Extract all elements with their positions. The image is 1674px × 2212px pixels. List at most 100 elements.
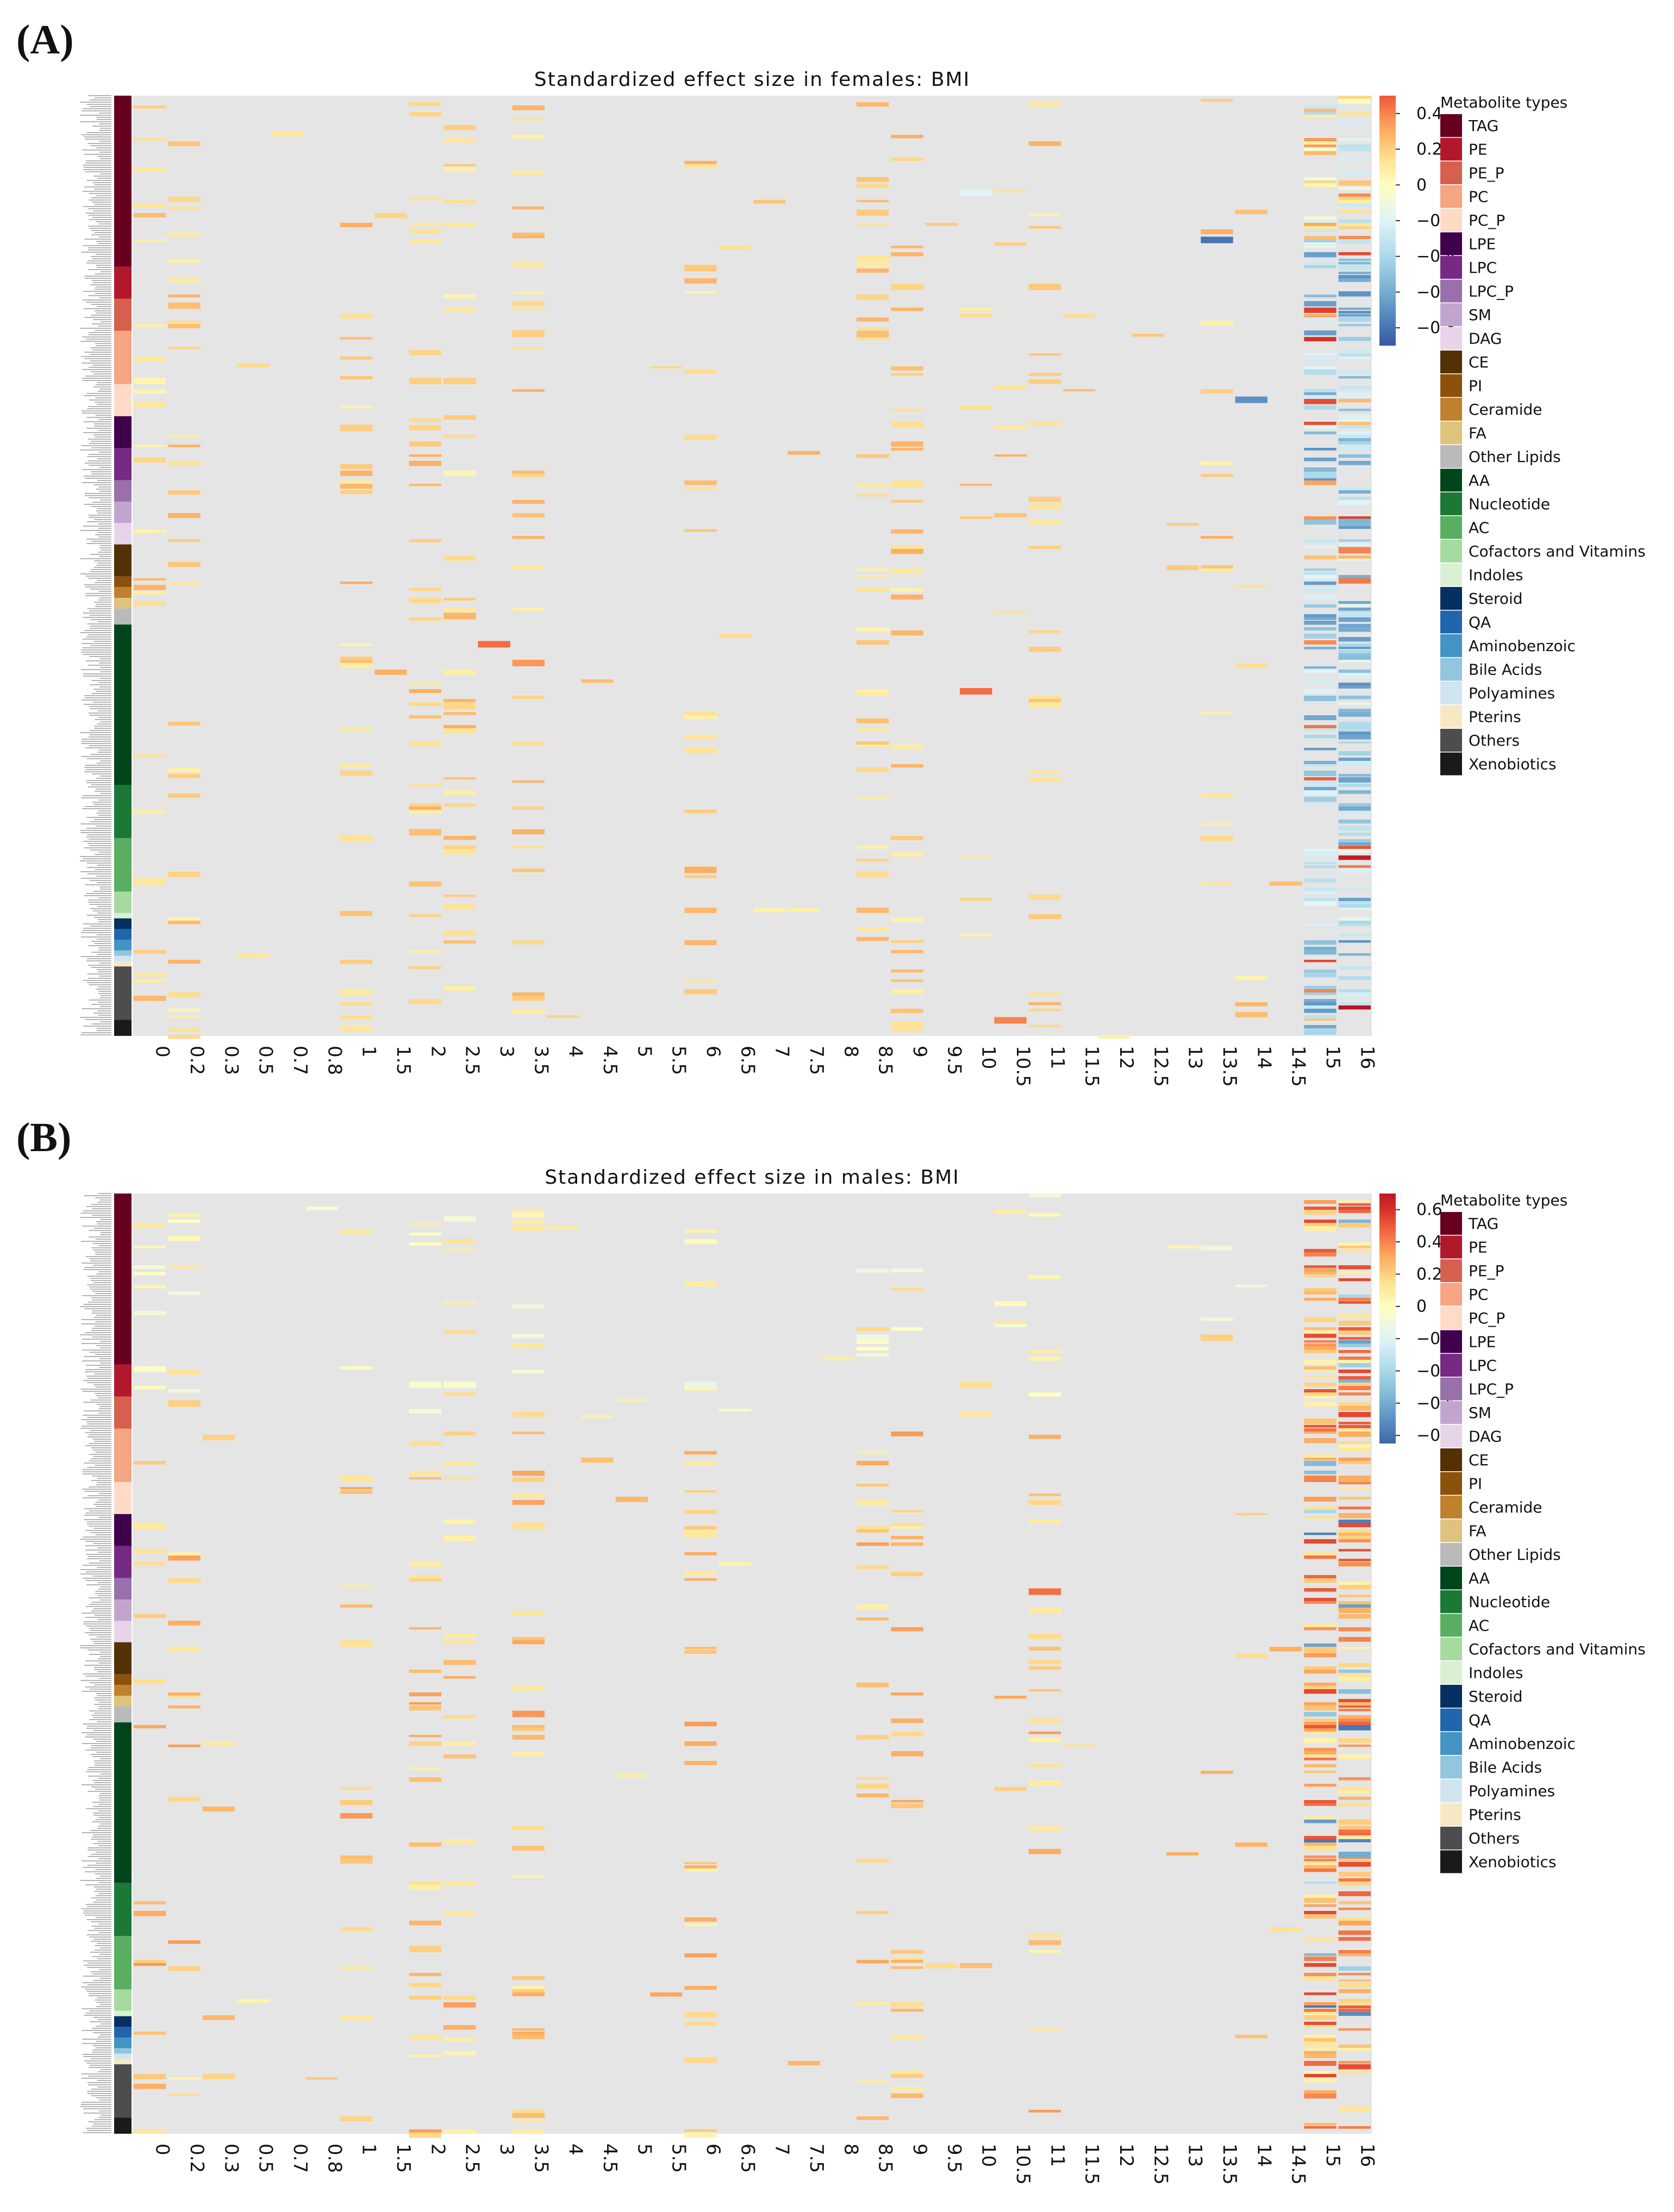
heatmap-cell <box>1028 895 1061 900</box>
heatmap-cell <box>444 1239 476 1244</box>
heatmap-cell <box>444 940 476 944</box>
heatmap-cell <box>168 1692 201 1697</box>
heatmap-cell <box>1338 660 1371 663</box>
heatmap-cell <box>1338 1220 1371 1224</box>
heatmap-cell <box>1338 624 1371 629</box>
heatmap-cell <box>857 223 889 226</box>
legend-label: AA <box>1469 472 1490 490</box>
x-tick-label: 9 <box>909 1046 930 1058</box>
chart-title: Standardized effect size in females: BMI <box>534 68 970 91</box>
heatmap-cell <box>1338 200 1371 204</box>
heatmap-cell <box>1028 647 1061 652</box>
heatmap-cell <box>891 1966 923 1969</box>
heatmap-cell <box>202 1435 235 1440</box>
heatmap-cell <box>1338 1402 1371 1405</box>
heatmap-cell <box>960 314 992 317</box>
heatmap-cell <box>1338 1461 1371 1465</box>
heatmap-cell <box>1304 1686 1336 1691</box>
heatmap-cell <box>1304 1510 1336 1514</box>
heatmap-cell <box>409 1575 441 1578</box>
heatmap-cell <box>1338 1891 1371 1896</box>
heatmap-cell <box>1338 415 1371 418</box>
heatmap-cell <box>684 866 717 873</box>
heatmap-cell <box>168 197 201 202</box>
heatmap-cell <box>444 702 476 706</box>
heatmap-cell <box>1235 976 1267 980</box>
heatmap-cell <box>168 1035 201 1039</box>
heatmap-cell <box>1338 924 1371 927</box>
heatmap-cell <box>409 223 441 227</box>
heatmap-cell <box>1304 477 1336 481</box>
heatmap-cell <box>1304 1937 1336 1941</box>
heatmap-cell <box>134 203 166 208</box>
heatmap-cell <box>134 1963 166 1966</box>
heatmap-cell <box>1338 1604 1371 1609</box>
heatmap-cell <box>374 670 407 675</box>
heatmap-cell <box>1338 898 1371 903</box>
heatmap-cell <box>891 1526 923 1529</box>
heatmap-cell <box>512 1220 545 1224</box>
heatmap-cell <box>340 1490 373 1494</box>
heatmap-cell <box>1338 976 1371 980</box>
heatmap-cell <box>1028 2028 1061 2031</box>
heatmap-cell <box>512 308 545 310</box>
heatmap-cell <box>512 1494 545 1498</box>
heatmap-cell <box>1304 1904 1336 1907</box>
heatmap-cell <box>512 2110 545 2115</box>
heatmap-cell <box>1338 1699 1371 1704</box>
x-tick-label: 0.3 <box>220 1046 242 1075</box>
heatmap-cell <box>1304 1719 1336 1723</box>
heatmap-cell <box>409 378 441 384</box>
heatmap-cell <box>857 327 889 330</box>
heatmap-cell <box>857 1526 889 1529</box>
heatmap-cell <box>1304 1914 1336 1919</box>
heatmap-cell <box>512 1986 545 1990</box>
heatmap-cell <box>857 1347 889 1351</box>
heatmap-cell <box>684 1986 717 1990</box>
heatmap-cell <box>1304 1725 1336 1730</box>
heatmap-cell <box>1338 1953 1371 1957</box>
heatmap-cell <box>857 2116 889 2120</box>
heatmap-cell <box>1338 236 1371 240</box>
heatmap-cell <box>409 1692 441 1697</box>
heatmap-cell <box>1304 604 1336 608</box>
heatmap-cell <box>891 1960 923 1963</box>
heatmap-cell <box>444 223 476 227</box>
heatmap-cell <box>409 1477 441 1480</box>
heatmap-cell <box>891 630 923 636</box>
heatmap-cell <box>1270 1647 1302 1652</box>
legend-swatch <box>1440 279 1462 303</box>
heatmap-cell <box>891 1288 923 1291</box>
heatmap-cell <box>444 1640 476 1644</box>
x-tick-label: 6.5 <box>736 1046 758 1075</box>
legend-swatch <box>1440 1638 1462 1660</box>
heatmap-cell <box>1338 1533 1371 1537</box>
heatmap-cell <box>1338 555 1371 559</box>
heatmap-cell <box>1304 1705 1336 1711</box>
heatmap-cell <box>1304 422 1336 427</box>
heatmap-cell <box>1304 1428 1336 1433</box>
heatmap-cell <box>1338 138 1371 141</box>
heatmap-cell <box>891 1432 923 1436</box>
heatmap-cell <box>1304 109 1336 113</box>
heatmap-cell <box>1338 1702 1371 1708</box>
heatmap-cell <box>684 1869 717 1872</box>
heatmap-cell <box>340 663 373 668</box>
legend-label: Xenobiotics <box>1469 1853 1556 1871</box>
heatmap-cell <box>1304 520 1336 525</box>
heatmap-cell <box>444 1301 476 1304</box>
heatmap-cell <box>1338 803 1371 809</box>
heatmap-cell <box>891 1510 923 1513</box>
heatmap-cell <box>1304 1366 1336 1370</box>
heatmap-cell <box>857 692 889 696</box>
heatmap-cell <box>1338 758 1371 762</box>
heatmap-cell <box>512 2129 545 2134</box>
heatmap-cell <box>857 1859 889 1863</box>
heatmap-cell <box>1338 1676 1371 1682</box>
heatmap-cell <box>1338 917 1371 923</box>
heatmap-cell <box>168 921 201 924</box>
heatmap-figure: Standardized effect size in females: BMI… <box>80 68 1646 1087</box>
heatmap-cell <box>340 376 373 380</box>
heatmap-cell <box>512 565 545 570</box>
heatmap-cell <box>512 1477 545 1482</box>
